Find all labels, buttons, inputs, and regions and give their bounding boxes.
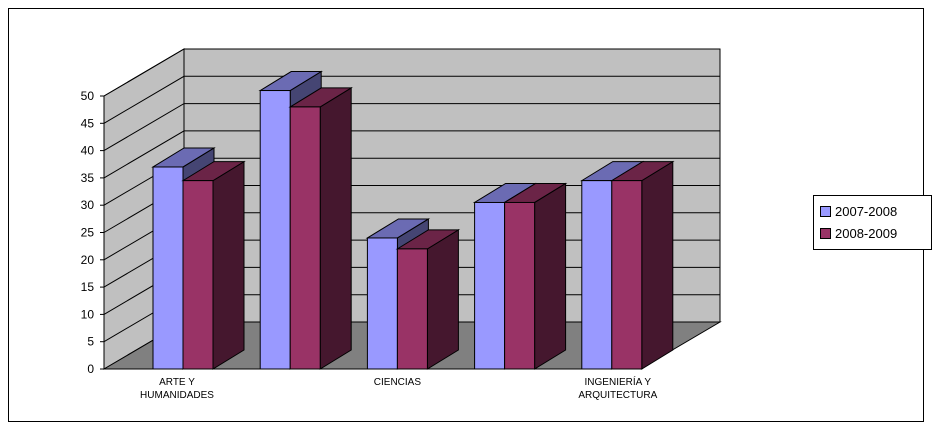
legend-item-series-2: 2008-2009 (820, 226, 897, 242)
bar-2-5-front (611, 180, 643, 370)
legend-swatch-series-1 (820, 206, 831, 217)
bar-2-4-side (534, 182, 567, 370)
bar-2-5 (610, 160, 675, 370)
bar-2-3 (395, 228, 461, 370)
y-tick-label: 0 (87, 362, 94, 376)
bar-2-4 (502, 182, 568, 370)
bar-2-2-front (289, 106, 321, 370)
gridline (103, 75, 720, 124)
bar-2-3-front (396, 248, 428, 370)
legend-label-series-2: 2008-2009 (835, 226, 898, 241)
x-category-label: CIENCIAS (374, 377, 422, 388)
legend-label-series-1: 2007-2008 (835, 204, 898, 219)
bar-1-1-front (152, 166, 184, 370)
bar-1-4-front (474, 201, 506, 370)
y-tick-label: 30 (81, 198, 95, 212)
bar-2-1 (181, 160, 246, 370)
y-tick-label: 40 (81, 144, 95, 158)
bar-1-2-front (259, 90, 291, 370)
legend-item-series-1: 2007-2008 (820, 204, 897, 220)
bar-2-1-side (212, 160, 245, 370)
x-category-label: ARQUITECTURA (578, 390, 657, 401)
bar-1-5-front (581, 180, 613, 370)
y-tick-label: 20 (81, 253, 95, 267)
bar-2-2-side (319, 87, 352, 370)
legend-swatch-series-2 (820, 228, 831, 239)
gridline (103, 130, 720, 179)
y-tick-label: 50 (81, 89, 95, 103)
bar-2-4-front (504, 201, 536, 370)
bar-2-3-side (426, 228, 459, 370)
y-tick-label: 10 (81, 307, 95, 321)
y-tick-label: 15 (81, 280, 95, 294)
x-category-label: HUMANIDADES (140, 390, 214, 401)
x-category-label: ARTE Y (159, 377, 195, 388)
gridline (103, 48, 720, 97)
y-tick-label: 5 (87, 335, 94, 349)
bar-1-3-front (366, 237, 398, 370)
bar-2-5-side (641, 160, 674, 370)
y-tick-label: 45 (81, 116, 95, 130)
gridline (103, 103, 720, 152)
bar-2-1-front (182, 180, 214, 370)
y-tick-label: 25 (81, 226, 95, 240)
y-tick-label: 35 (81, 171, 95, 185)
chart-legend: 2007-2008 2008-2009 (813, 195, 932, 250)
bar-2-2 (288, 87, 353, 370)
x-category-label: INGENIERÍA Y (585, 375, 652, 388)
